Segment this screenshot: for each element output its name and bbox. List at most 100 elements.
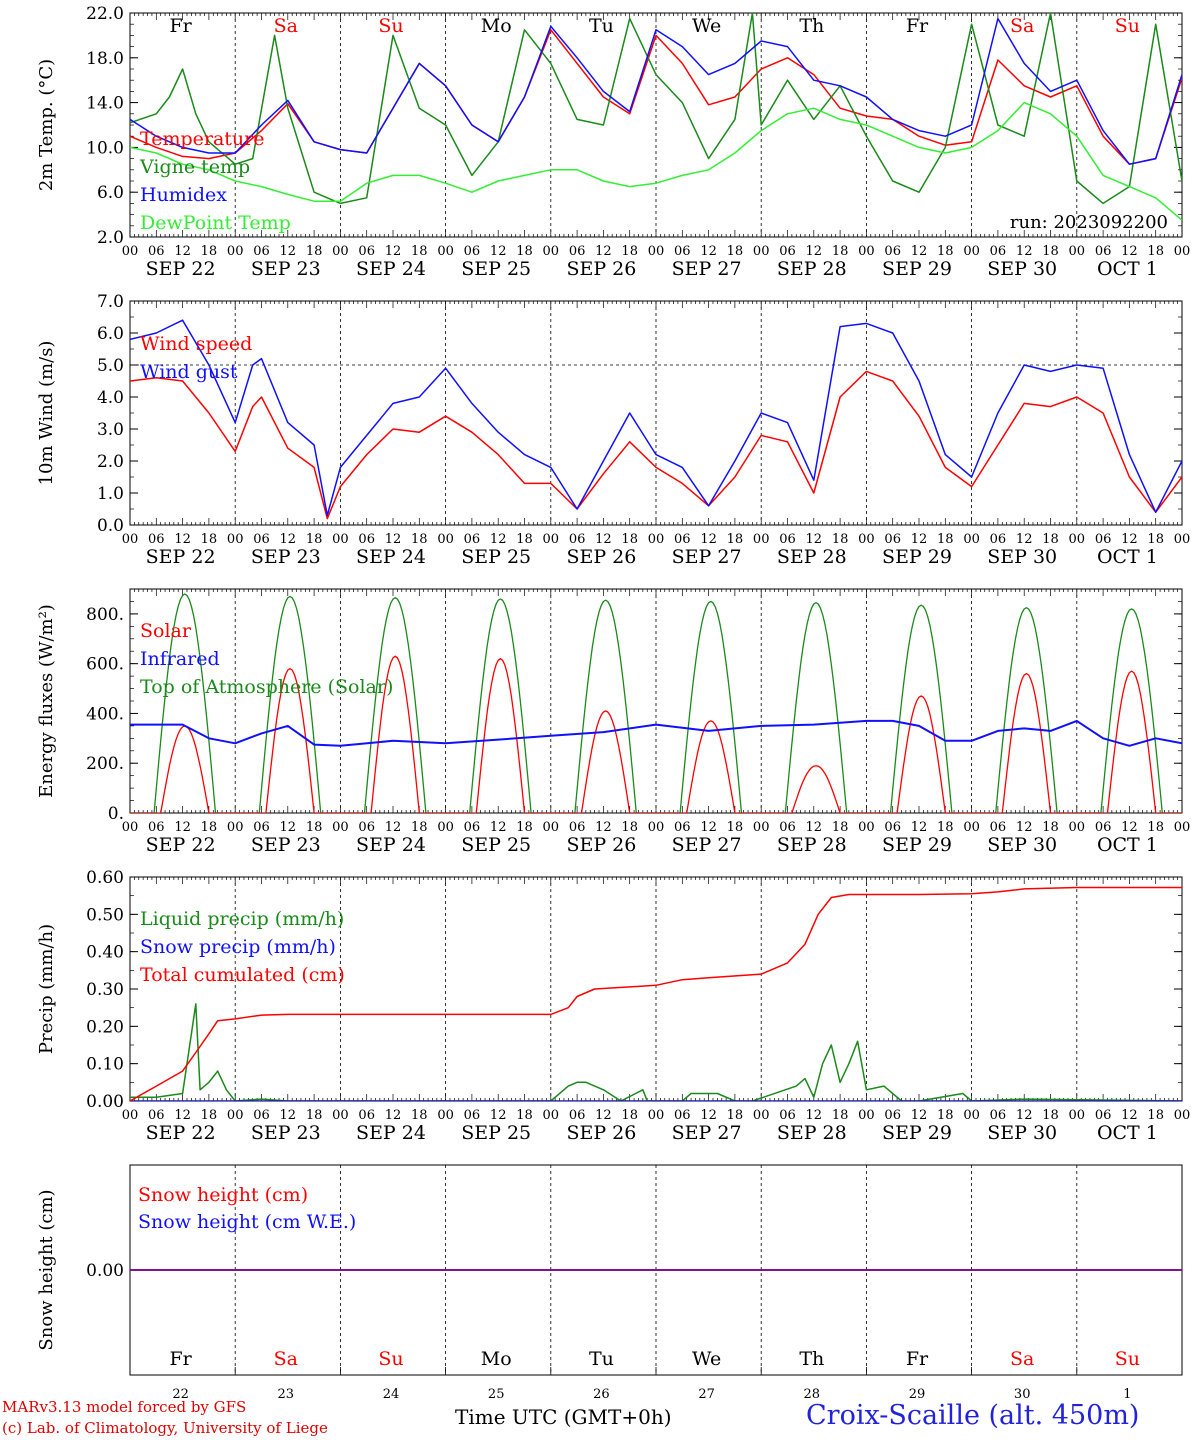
legend-entry: Snow height (cm W.E.): [138, 1211, 356, 1233]
panel-1: 00 06 12 18 00 06 12 18 00 06 12 18 00 06 12 18 00 06 12 18…: [36, 4, 1190, 280]
plot-frame: [129, 588, 1183, 814]
hour-label: 06: [464, 244, 481, 259]
hour-label: 18: [727, 820, 744, 835]
hour-label: 12: [806, 820, 823, 835]
hour-label: 06: [779, 1108, 796, 1123]
hour-label: 12: [911, 532, 928, 547]
y-axis-title: Snow height (cm): [36, 1189, 57, 1350]
day-label: SEP 25: [461, 546, 531, 568]
hour-label: 06: [1095, 1108, 1112, 1123]
hour-label: 18: [201, 1108, 218, 1123]
hour-label: 06: [464, 532, 481, 547]
hour-label: 12: [911, 244, 928, 259]
y-tick-label: 7.0: [97, 292, 124, 312]
hour-label: 18: [201, 244, 218, 259]
hour-label: 06: [358, 1108, 375, 1123]
hour-label: 12: [490, 532, 507, 547]
y-axis-title: Energy fluxes (W/m²): [36, 604, 57, 798]
hour-label: 06: [464, 1108, 481, 1123]
weekday-label: Sa: [1010, 1348, 1034, 1370]
hour-label: 18: [306, 820, 323, 835]
hour-label: 12: [280, 1108, 297, 1123]
hour-label: 00: [858, 244, 875, 259]
day-label: OCT 1: [1097, 1122, 1158, 1144]
hour-label: 06: [569, 532, 586, 547]
hour-label: 12: [806, 244, 823, 259]
day-label: SEP 26: [566, 1122, 636, 1144]
day-label: SEP 30: [987, 546, 1057, 568]
hour-label: 12: [385, 244, 402, 259]
hour-label: 00: [543, 244, 560, 259]
hour-label: 18: [1147, 1108, 1164, 1123]
hour-label: 06: [253, 244, 270, 259]
hour-label: 18: [1042, 532, 1059, 547]
hour-label: 00: [963, 532, 980, 547]
day-label: SEP 27: [672, 546, 742, 568]
series-toa-solar: [130, 593, 1182, 813]
day-label: SEP 26: [566, 258, 636, 280]
day-number: 24: [383, 1387, 400, 1402]
hour-label: 00: [227, 244, 244, 259]
day-label: SEP 23: [251, 834, 321, 856]
day-label: SEP 28: [777, 834, 847, 856]
day-number: 25: [488, 1387, 505, 1402]
hour-label: 18: [832, 532, 849, 547]
y-tick-label: 0.50: [86, 905, 124, 925]
hour-label: 12: [700, 1108, 717, 1123]
hour-label: 06: [253, 532, 270, 547]
hour-label: 06: [253, 820, 270, 835]
hour-label: 18: [516, 820, 533, 835]
hour-label: 06: [569, 1108, 586, 1123]
y-tick-label: 400.: [86, 704, 124, 724]
day-label: SEP 26: [566, 546, 636, 568]
hour-label: 12: [385, 532, 402, 547]
hour-label: 06: [884, 1108, 901, 1123]
series-infrared: [130, 719, 1182, 747]
hour-label: 12: [174, 532, 191, 547]
hour-label: 00: [753, 244, 770, 259]
hour-label: 06: [1095, 820, 1112, 835]
hour-label: 18: [621, 1108, 638, 1123]
hour-label: 00: [858, 1108, 875, 1123]
hour-label: 06: [569, 820, 586, 835]
hour-label: 12: [911, 820, 928, 835]
hour-label: 06: [884, 244, 901, 259]
day-number: 23: [278, 1387, 295, 1402]
hour-label: 12: [174, 244, 191, 259]
hour-label: 00: [963, 1108, 980, 1123]
hour-label: 18: [727, 1108, 744, 1123]
model-credit: MARv3.13 model forced by GFS: [2, 1398, 247, 1416]
hour-label: 06: [990, 244, 1007, 259]
day-label: SEP 28: [777, 258, 847, 280]
series-wind-speed: [130, 370, 1182, 520]
hour-label: 00: [1069, 532, 1086, 547]
hour-label: 00: [1174, 532, 1191, 547]
y-tick-label: 2.0: [97, 452, 124, 472]
hour-label: 06: [779, 244, 796, 259]
day-label: SEP 26: [566, 834, 636, 856]
hour-label: 00: [648, 820, 665, 835]
hour-label: 00: [332, 1108, 349, 1123]
hour-label: 00: [122, 820, 139, 835]
panel-2: 00 06 12 18 00 06 12 18 00 06 12 18 00 06 12 18 00 06 12 18…: [36, 292, 1190, 568]
hour-label: 06: [779, 532, 796, 547]
day-number: 1: [1123, 1387, 1131, 1402]
legend-entry: Top of Atmosphere (Solar): [140, 676, 393, 698]
day-label: SEP 29: [882, 1122, 952, 1144]
weekday-label: Tu: [589, 1348, 614, 1370]
hour-label: 18: [516, 1108, 533, 1123]
day-label: SEP 25: [461, 834, 531, 856]
legend-entry: Temperature: [140, 128, 264, 150]
hour-label: 12: [1121, 1108, 1138, 1123]
day-label: SEP 29: [882, 834, 952, 856]
day-label: SEP 22: [146, 1122, 216, 1144]
hour-label: 06: [779, 820, 796, 835]
plot-area: [130, 319, 1182, 520]
hour-label: 18: [306, 532, 323, 547]
hour-label: 00: [858, 532, 875, 547]
hour-label: 12: [1016, 820, 1033, 835]
hour-label: 18: [832, 1108, 849, 1123]
y-tick-label: 0.30: [86, 980, 124, 1000]
hour-label: 00: [227, 1108, 244, 1123]
hour-label: 12: [700, 820, 717, 835]
